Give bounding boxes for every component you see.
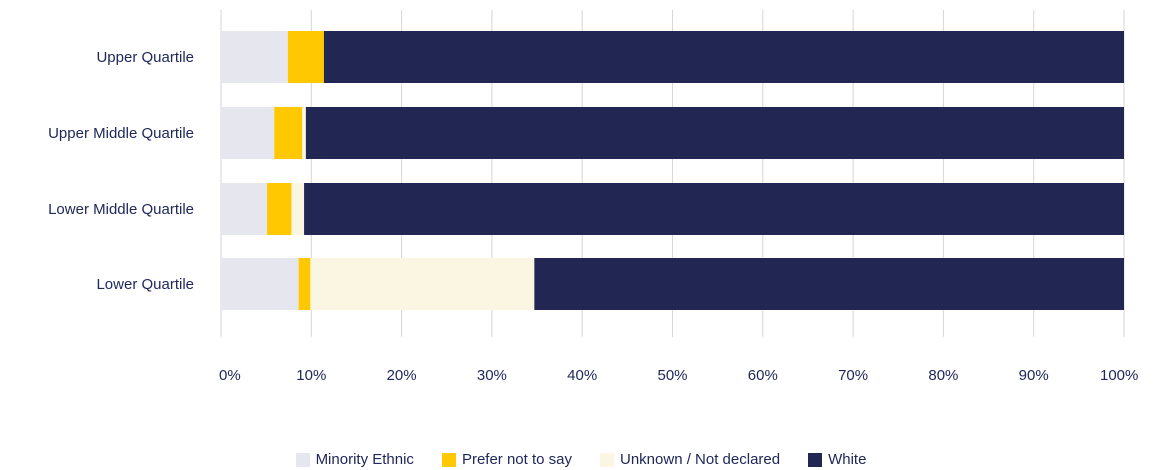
legend-item-white: White bbox=[808, 451, 866, 468]
legend-label-unknown-not-declared: Unknown / Not declared bbox=[620, 451, 781, 468]
bar-lower-quartile-prefer-not-to-say bbox=[298, 258, 311, 310]
legend-item-prefer-not-to-say: Prefer not to say bbox=[441, 451, 572, 468]
legend-swatch-unknown-not-declared bbox=[600, 452, 614, 467]
legend-label-minority-ethnic: Minority Ethnic bbox=[315, 451, 414, 468]
x-tick-label: 50% bbox=[657, 367, 687, 384]
x-tick-label: 30% bbox=[477, 367, 507, 384]
x-tick-label: 40% bbox=[567, 367, 597, 384]
x-tick-label: 100% bbox=[1100, 367, 1138, 384]
bar-upper-quartile-prefer-not-to-say bbox=[287, 31, 324, 83]
legend-swatch-white bbox=[808, 452, 823, 467]
bar-upper-quartile-minority-ethnic bbox=[221, 31, 288, 83]
category-label-upper-quartile: Upper Quartile bbox=[96, 49, 194, 66]
x-tick-label: 20% bbox=[387, 367, 417, 384]
bar-upper-middle-quartile-prefer-not-to-say bbox=[274, 107, 303, 159]
bar-lower-middle-quartile-white bbox=[304, 183, 1124, 235]
bar-upper-middle-quartile-minority-ethnic bbox=[221, 107, 275, 159]
x-tick-label: 10% bbox=[296, 367, 326, 384]
bar-upper-quartile-white bbox=[323, 31, 1124, 83]
legend-label-prefer-not-to-say: Prefer not to say bbox=[461, 451, 572, 468]
x-tick-label: 90% bbox=[1019, 367, 1049, 384]
category-label-upper-middle-quartile: Upper Middle Quartile bbox=[48, 125, 194, 142]
bars bbox=[221, 31, 1125, 310]
x-tick-label: 60% bbox=[748, 367, 778, 384]
legend-item-unknown-not-declared: Unknown / Not declared bbox=[600, 451, 780, 468]
x-tick-label: 80% bbox=[928, 367, 958, 384]
bar-lower-quartile-unknown-not-declared bbox=[310, 258, 535, 310]
x-tick-label: 70% bbox=[838, 367, 868, 384]
bar-lower-middle-quartile-unknown-not-declared bbox=[291, 183, 305, 235]
bar-lower-middle-quartile-minority-ethnic bbox=[221, 183, 268, 235]
category-label-lower-quartile: Lower Quartile bbox=[96, 276, 194, 293]
bar-upper-middle-quartile-white bbox=[305, 107, 1125, 159]
x-tick-label: 0% bbox=[219, 367, 241, 384]
legend: Minority Ethnic Prefer not to say Unknow… bbox=[0, 451, 1162, 468]
legend-swatch-minority-ethnic bbox=[295, 452, 310, 467]
x-axis-tick-labels: 0% 10% 20% 30% 40% 50% 60% 70% 80% 90% 100% bbox=[219, 367, 1138, 384]
category-label-lower-middle-quartile: Lower Middle Quartile bbox=[48, 201, 194, 218]
legend-swatch-prefer-not-to-say bbox=[441, 452, 456, 467]
bar-lower-middle-quartile-prefer-not-to-say bbox=[267, 183, 292, 235]
bar-upper-middle-quartile-unknown-not-declared bbox=[302, 107, 306, 159]
bar-lower-quartile-minority-ethnic bbox=[221, 258, 299, 310]
legend-label-white: White bbox=[828, 451, 867, 468]
bar-lower-quartile-white bbox=[534, 258, 1124, 310]
legend-item-minority-ethnic: Minority Ethnic bbox=[295, 451, 414, 468]
category-labels: Upper Quartile Upper Middle Quartile Lower… bbox=[48, 49, 194, 293]
